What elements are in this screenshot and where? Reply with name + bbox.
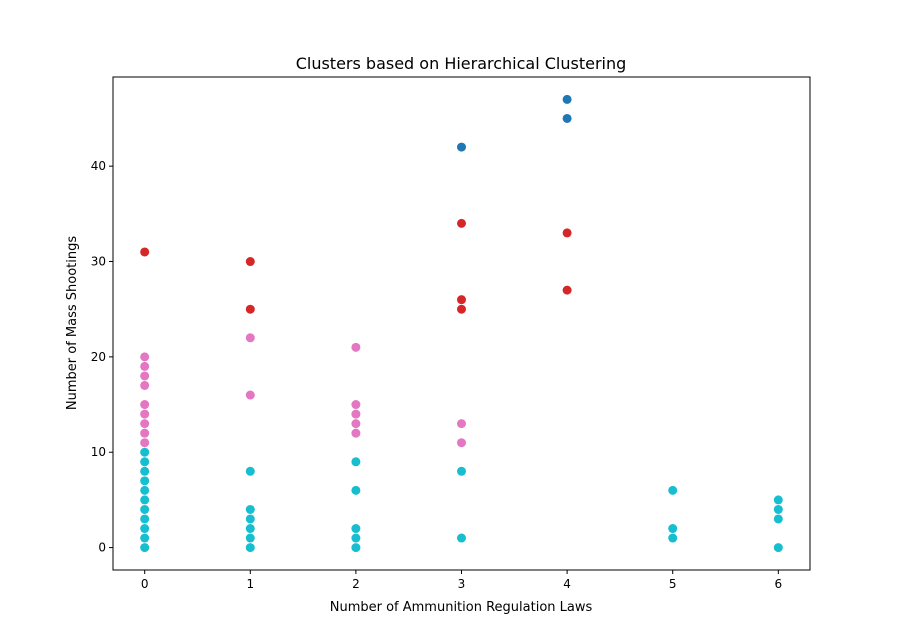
data-point (773, 504, 783, 514)
data-point (562, 113, 572, 123)
data-point (457, 533, 466, 543)
data-point (562, 285, 572, 295)
data-point (668, 533, 678, 543)
data-point (245, 257, 255, 267)
y-tick-label: 40 (91, 159, 106, 173)
data-point (245, 304, 255, 314)
data-point (140, 247, 150, 257)
x-tick-label: 0 (141, 577, 149, 591)
data-point (245, 533, 255, 543)
data-point (245, 543, 255, 553)
data-points (140, 94, 783, 553)
data-point (140, 543, 150, 553)
data-point (140, 447, 150, 457)
data-point (140, 533, 150, 543)
data-point (140, 466, 150, 476)
data-point (351, 533, 361, 543)
x-axis-label: Number of Ammunition Regulation Laws (330, 600, 593, 615)
data-point (668, 485, 678, 495)
x-tick-label: 1 (246, 577, 254, 591)
data-point (140, 457, 150, 467)
y-axis-label: Number of Mass Shootings (65, 236, 80, 410)
data-point (245, 514, 255, 524)
data-point (457, 438, 466, 448)
x-tick-label: 3 (458, 577, 466, 591)
data-point (457, 466, 466, 476)
data-point (140, 361, 150, 371)
x-tick-label: 2 (352, 577, 360, 591)
plot-frame (112, 76, 811, 571)
y-tick-label: 10 (91, 445, 106, 459)
data-point (773, 495, 783, 505)
data-point (457, 304, 466, 314)
data-point (140, 371, 150, 381)
data-point (140, 380, 150, 390)
data-point (457, 218, 466, 228)
data-point (562, 228, 572, 238)
data-point (351, 428, 361, 438)
data-point (351, 400, 361, 410)
data-point (140, 428, 150, 438)
data-point (140, 409, 150, 419)
data-point (245, 333, 255, 343)
data-point (140, 485, 150, 495)
data-point (457, 295, 466, 305)
data-point (351, 409, 361, 419)
data-point (245, 504, 255, 514)
chart-title: Clusters based on Hierarchical Clusterin… (296, 54, 627, 73)
data-point (351, 485, 361, 495)
data-point (668, 524, 678, 534)
data-point (140, 504, 150, 514)
data-point (351, 419, 361, 429)
data-point (140, 476, 150, 486)
data-point (562, 94, 572, 104)
data-point (351, 524, 361, 534)
x-tick-label: 6 (774, 577, 782, 591)
data-point (457, 142, 466, 152)
data-point (140, 438, 150, 448)
x-tick-label: 5 (669, 577, 677, 591)
data-point (351, 342, 361, 352)
x-tick-label: 4 (563, 577, 571, 591)
data-point (245, 524, 255, 534)
data-point (140, 495, 150, 505)
x-axis-ticks: 0 1 2 3 4 5 6 (141, 570, 782, 591)
data-point (773, 543, 783, 553)
data-point (140, 514, 150, 524)
y-tick-label: 0 (98, 541, 106, 555)
data-point (457, 419, 466, 429)
y-axis-ticks: 0 10 20 30 40 (91, 159, 113, 555)
data-point (351, 457, 361, 467)
data-point (351, 543, 361, 553)
y-tick-label: 30 (91, 255, 106, 269)
data-point (140, 352, 150, 362)
data-point (140, 400, 150, 410)
y-tick-label: 20 (91, 350, 106, 364)
data-point (140, 419, 150, 429)
data-point (140, 524, 150, 534)
data-point (245, 390, 255, 400)
data-point (773, 514, 783, 524)
data-point (245, 466, 255, 476)
